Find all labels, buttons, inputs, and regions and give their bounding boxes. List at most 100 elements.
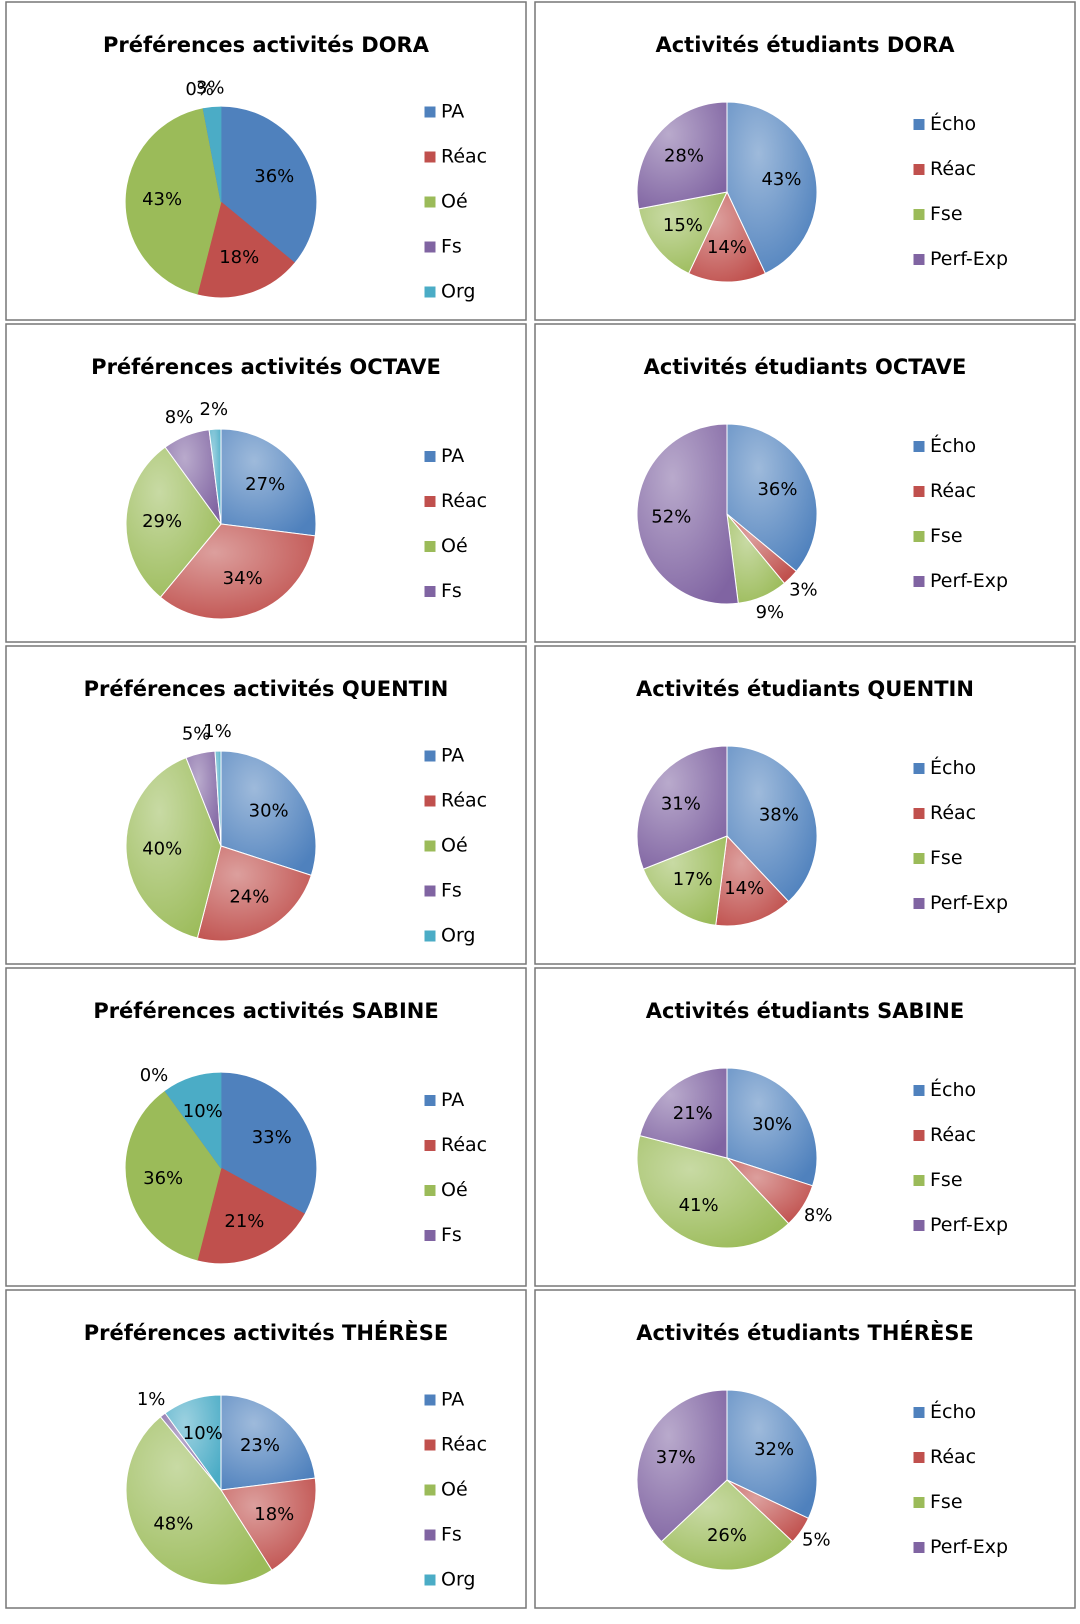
legend-swatch xyxy=(912,897,926,910)
chart-title: Préférences activités THÉRÈSE xyxy=(84,1320,449,1345)
data-label: 21% xyxy=(224,1211,264,1232)
legend-swatch xyxy=(423,749,437,763)
data-label: 27% xyxy=(245,474,285,495)
legend-swatch xyxy=(423,105,437,119)
legend-label: Réac xyxy=(441,146,487,168)
chart-title: Préférences activités OCTAVE xyxy=(91,355,441,379)
data-label: 24% xyxy=(229,887,269,908)
data-label: 43% xyxy=(761,169,801,190)
chart-title: Préférences activités DORA xyxy=(103,33,430,57)
data-label: 32% xyxy=(754,1439,794,1460)
legend-label: Réac xyxy=(441,1134,487,1156)
legend-label: PA xyxy=(441,1389,464,1411)
pie-slice xyxy=(636,1389,728,1543)
pie-slice xyxy=(125,446,222,598)
data-label: 14% xyxy=(724,878,764,899)
legend-swatch xyxy=(423,585,437,598)
panel-border xyxy=(5,1289,527,1609)
panel-border xyxy=(534,323,1076,643)
pie-slice xyxy=(726,1389,818,1519)
legend-label: Fse xyxy=(930,525,963,547)
legend-label: Perf-Exp xyxy=(930,570,1008,592)
legend-label: Réac xyxy=(930,480,976,502)
pie-slice xyxy=(660,1479,794,1571)
data-label: 8% xyxy=(804,1205,833,1226)
pie-slice xyxy=(639,1067,728,1159)
legend-label: Fs xyxy=(441,236,462,258)
pie-slice xyxy=(220,1394,316,1491)
legend-label: Écho xyxy=(930,1078,976,1101)
data-label: 9% xyxy=(756,602,785,623)
pie-slice xyxy=(220,428,317,537)
legend-label: Réac xyxy=(441,790,487,812)
legend-label: PA xyxy=(441,1089,464,1111)
pie-slice xyxy=(636,1135,790,1249)
data-label: 43% xyxy=(142,189,182,210)
legend-label: Réac xyxy=(930,1446,976,1468)
legend-swatch xyxy=(912,1219,926,1232)
legend-swatch xyxy=(423,195,437,209)
pie-slice xyxy=(220,1072,317,1215)
legend-swatch xyxy=(423,1094,437,1107)
pie-slice xyxy=(688,190,766,283)
panel-border xyxy=(5,1,527,321)
chart-title: Préférences activités QUENTIN xyxy=(84,677,449,701)
legend-label: Perf-Exp xyxy=(930,1536,1008,1558)
pie-slice xyxy=(125,757,222,939)
legend-label: Fs xyxy=(441,1524,462,1546)
chart-title: Activités étudiants SABINE xyxy=(646,999,964,1023)
data-label: 26% xyxy=(707,1525,747,1546)
legend-label: Fse xyxy=(930,1491,963,1513)
legend-label: Réac xyxy=(441,1434,487,1456)
legend-swatch xyxy=(912,530,926,543)
legend-label: Réac xyxy=(441,490,487,512)
data-label: 28% xyxy=(664,145,704,166)
pie-slice xyxy=(636,423,739,605)
pie-slice xyxy=(726,101,818,275)
data-label: 33% xyxy=(252,1127,292,1148)
legend-label: Réac xyxy=(930,802,976,824)
legend-label: Org xyxy=(441,1569,476,1591)
legend-swatch xyxy=(423,839,437,853)
legend-label: Oé xyxy=(441,535,468,557)
legend-swatch xyxy=(912,762,926,775)
data-label: 14% xyxy=(707,237,747,258)
pie-slice xyxy=(220,1477,317,1571)
legend-label: Oé xyxy=(441,1479,468,1501)
pie-slice xyxy=(164,1072,222,1170)
pie-slice xyxy=(220,750,317,876)
pie-slice xyxy=(726,1067,818,1187)
data-label: 23% xyxy=(240,1435,280,1456)
legend-swatch xyxy=(912,575,926,588)
data-label: 10% xyxy=(183,1423,223,1444)
legend-swatch xyxy=(912,1406,926,1419)
pie-slice xyxy=(159,523,316,620)
pie-slice xyxy=(125,1416,273,1586)
data-label: 18% xyxy=(219,247,259,268)
legend-swatch xyxy=(912,1541,926,1554)
panel-border xyxy=(534,1,1076,321)
legend-swatch xyxy=(423,1573,437,1587)
data-label: 15% xyxy=(663,215,703,236)
data-label: 0% xyxy=(140,1065,169,1086)
data-label: 17% xyxy=(673,869,713,890)
chart-title: Activités étudiants OCTAVE xyxy=(644,355,967,379)
data-label: 30% xyxy=(752,1114,792,1135)
legend-swatch xyxy=(912,208,926,221)
legend-label: Écho xyxy=(930,112,976,135)
chart-title: Activités étudiants QUENTIN xyxy=(636,677,974,701)
data-label: 29% xyxy=(142,511,182,532)
legend-swatch xyxy=(423,150,437,164)
pie-slice xyxy=(125,108,222,295)
legend-swatch xyxy=(912,485,926,498)
data-label: 37% xyxy=(656,1447,696,1468)
legend-label: Réac xyxy=(930,1124,976,1146)
panel-border xyxy=(534,645,1076,965)
legend-label: Org xyxy=(441,281,476,303)
data-label: 52% xyxy=(651,507,691,528)
legend-swatch xyxy=(423,1483,437,1497)
legend-label: Org xyxy=(441,925,476,947)
legend-swatch xyxy=(423,1393,437,1407)
legend-swatch xyxy=(423,1438,437,1452)
data-label: 10% xyxy=(183,1101,223,1122)
